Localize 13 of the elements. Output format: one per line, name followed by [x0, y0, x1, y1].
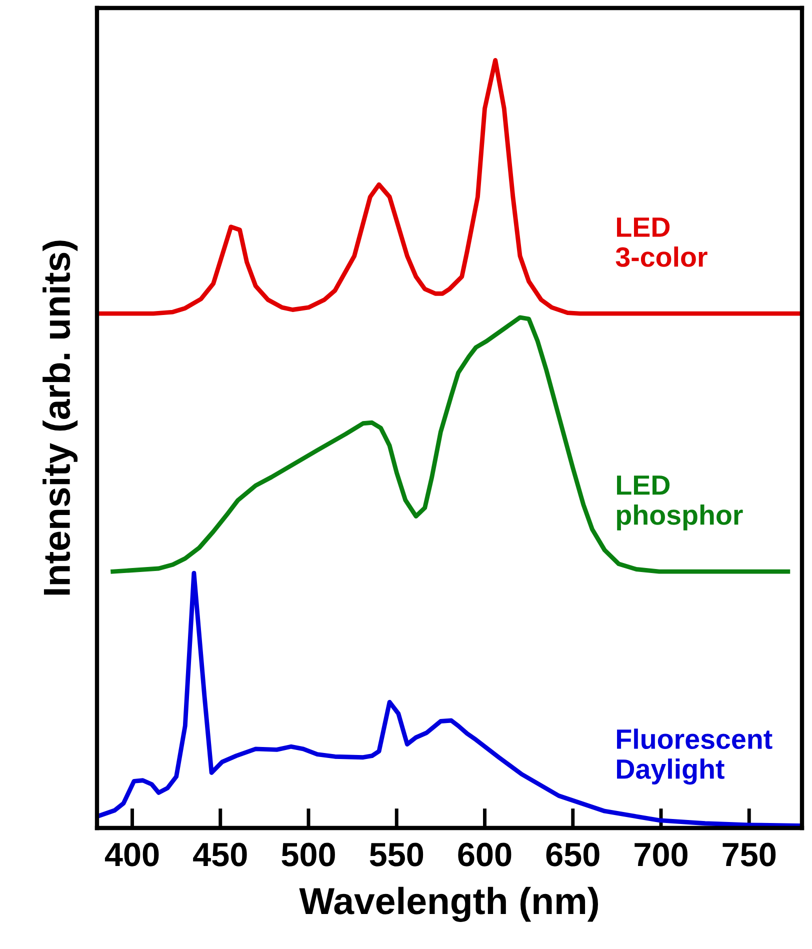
- x-tick-label: 750: [722, 842, 776, 866]
- x-tick-label: 400: [104, 842, 159, 866]
- x-tick-label: 600: [458, 842, 512, 866]
- x-tick-label: 700: [634, 842, 688, 866]
- x-tick-label: 450: [193, 842, 247, 866]
- series-label: LED phosphor: [617, 476, 743, 530]
- series-label: LED 3-color: [616, 218, 708, 267]
- x-tick-label: 550: [370, 842, 424, 866]
- x-tick-label: 650: [546, 842, 600, 866]
- x-axis-title: Wavelength (nm): [299, 886, 598, 922]
- x-tick-label: 500: [282, 842, 335, 866]
- y-axis-title: Intensity (arb. units): [42, 240, 78, 595]
- series-label: Fluorescent Daylight: [617, 728, 772, 785]
